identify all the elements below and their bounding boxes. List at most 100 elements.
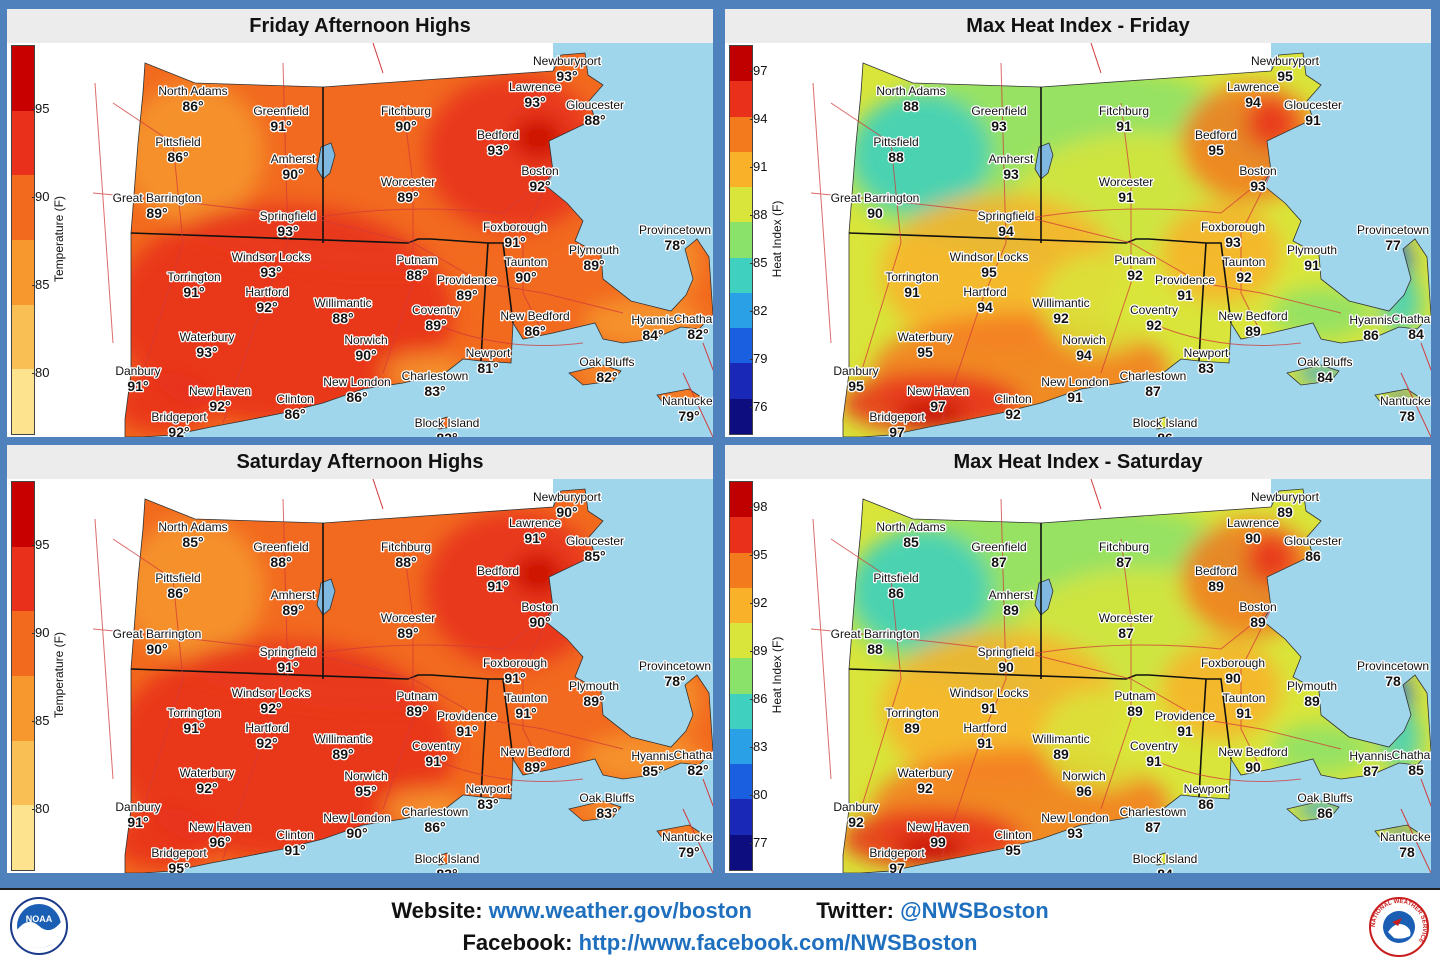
city-name: Newburyport [1251, 490, 1320, 504]
city-name: Block Island [415, 416, 480, 430]
city-name: Fitchburg [1099, 540, 1149, 554]
city-name: Danbury [833, 800, 878, 814]
city-value: 90° [146, 641, 167, 657]
city-value: 86° [167, 149, 188, 165]
facebook-link[interactable]: http://www.facebook.com/NWSBoston [578, 930, 978, 955]
legend-colorbar [11, 481, 35, 871]
city-name: Boston [1239, 600, 1276, 614]
color-legend: 9590858075Temperature (F) [7, 479, 83, 873]
city-label: Chatham82° [672, 747, 713, 780]
city-value: 93° [524, 94, 545, 110]
legend-swatch [12, 805, 34, 870]
city-name: Gloucester [1284, 534, 1342, 548]
highways [1090, 479, 1431, 873]
city-value: 91° [127, 814, 148, 830]
website-link[interactable]: www.weather.gov/boston [488, 898, 752, 923]
city-name: Amherst [989, 152, 1034, 166]
city-value: 93° [277, 223, 298, 239]
city-name: Boston [1239, 164, 1276, 178]
city-value: 83° [477, 796, 498, 812]
city-name: North Adams [876, 520, 945, 534]
city-value: 89 [1250, 614, 1266, 630]
city-value: 89 [1304, 693, 1320, 709]
city-name: Pittsfield [873, 571, 918, 585]
legend-swatch [730, 587, 752, 624]
city-name: Hyannis [631, 313, 674, 327]
city-name: Boston [521, 600, 558, 614]
city-value: 93° [196, 344, 217, 360]
city-name: Putnam [1114, 689, 1155, 703]
reservoir [316, 578, 336, 616]
island-outline [1152, 416, 1170, 430]
city-value: 79° [678, 408, 699, 424]
city-value: 81° [477, 360, 498, 376]
city-value: 89 [1277, 504, 1293, 520]
city-label: Block Island82° [413, 415, 480, 437]
city-name: Clinton [994, 828, 1031, 842]
city-name: Newport [1184, 782, 1229, 796]
island-outline [1374, 824, 1420, 842]
state-borders [848, 523, 1232, 798]
highways [372, 43, 713, 437]
city-name: North Adams [158, 84, 227, 98]
city-value: 92 [1146, 317, 1162, 333]
city-name: North Adams [158, 520, 227, 534]
city-value: 91 [1177, 287, 1193, 303]
city-value: 93° [556, 68, 577, 84]
color-legend: 97 94 91 88 85 82 79 76 Heat Index (F) [725, 43, 801, 437]
city-value: 78 [1399, 408, 1415, 424]
map-area: North Adams 85° Greenfield 88° Fitchburg 88° N… [83, 479, 713, 873]
state-borders [848, 87, 1232, 362]
city-value: 83° [596, 805, 617, 821]
city-value: 91° [524, 530, 545, 546]
city-name: Chatham [1392, 312, 1431, 326]
panel-title: Saturday Afternoon Highs [7, 445, 713, 480]
legend-swatch [12, 175, 34, 240]
city-name: Oak Bluffs [579, 791, 634, 805]
city-value: 86° [346, 389, 367, 405]
legend-swatch [730, 187, 752, 223]
city-value: 89 [1208, 578, 1224, 594]
city-value: 93 [1003, 166, 1019, 182]
city-name: Torrington [885, 706, 938, 720]
highways [92, 498, 624, 860]
legend-swatch [730, 764, 752, 800]
legend-colorbar [729, 45, 753, 435]
legend-swatch [12, 675, 34, 741]
legend-swatch [12, 110, 34, 176]
city-value: 89° [583, 257, 604, 273]
city-value: 86° [424, 819, 445, 835]
panel-friday-heat-index: Max Heat Index - Friday 97 94 91 88 85 82 79 76… [725, 9, 1431, 437]
city-value: 91° [515, 705, 536, 721]
twitter-link[interactable]: @NWSBoston [900, 898, 1049, 923]
city-name: Providence [437, 709, 497, 723]
